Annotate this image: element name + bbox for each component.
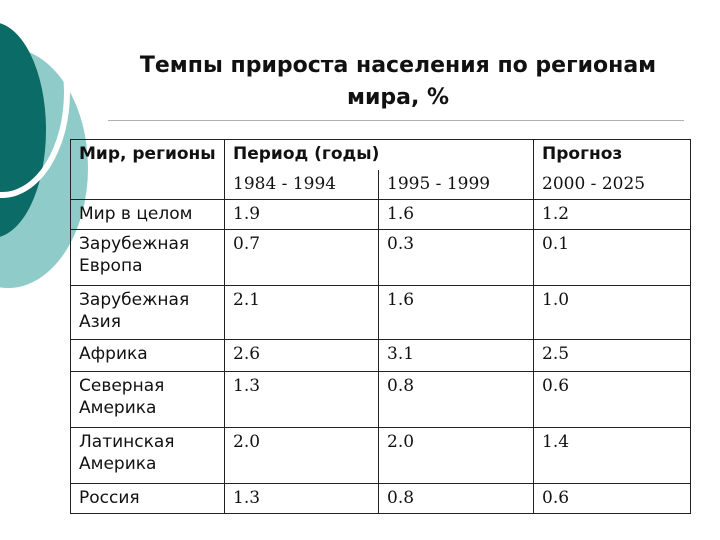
value-cell: 1.3: [224, 371, 379, 428]
header-col-1995-1999: 1995 - 1999: [378, 169, 534, 200]
value-cell: 1.6: [378, 285, 534, 340]
value-cell: 2.5: [533, 339, 691, 372]
table-body: Мир в целом 1.9 1.6 1.2 Зарубежная Европа 0.7…: [70, 199, 691, 514]
table-row: Латинская Америка 2.0 2.0 1.4: [70, 427, 691, 484]
population-growth-table: Мир, регионы Период (годы) Прогноз 1984 …: [70, 139, 691, 514]
title-divider: [108, 120, 684, 121]
value-cell: 0.6: [533, 371, 691, 428]
table-row: Мир в целом 1.9 1.6 1.2: [70, 199, 691, 230]
value-cell: 0.3: [378, 229, 534, 286]
region-cell: Латинская Америка: [70, 427, 225, 484]
value-cell: 2.0: [224, 427, 379, 484]
value-cell: 0.7: [224, 229, 379, 286]
region-cell: Зарубежная Азия: [70, 285, 225, 340]
region-cell: Зарубежная Европа: [70, 229, 225, 286]
region-cell: Африка: [70, 339, 225, 372]
value-cell: 2.6: [224, 339, 379, 372]
value-cell: 1.6: [378, 199, 534, 230]
value-cell: 1.0: [533, 285, 691, 340]
title-line-1: Темпы прироста населения по регионам: [139, 53, 657, 78]
value-cell: 3.1: [378, 339, 534, 372]
slide-title: Темпы прироста населения по регионам мир…: [98, 50, 698, 114]
table-row: Россия 1.3 0.8 0.6: [70, 483, 691, 514]
header-col-1984-1994: 1984 - 1994: [224, 169, 379, 200]
value-cell: 1.2: [533, 199, 691, 230]
table-row: Северная Америка 1.3 0.8 0.6: [70, 371, 691, 428]
title-line-2: мира, %: [346, 85, 450, 110]
value-cell: 0.1: [533, 229, 691, 286]
header-region: Мир, регионы: [70, 139, 225, 200]
value-cell: 1.9: [224, 199, 379, 230]
table-row: Зарубежная Азия 2.1 1.6 1.0: [70, 285, 691, 340]
region-cell: Россия: [70, 483, 225, 514]
table-row: Зарубежная Европа 0.7 0.3 0.1: [70, 229, 691, 286]
value-cell: 2.0: [378, 427, 534, 484]
value-cell: 0.8: [378, 371, 534, 428]
value-cell: 0.8: [378, 483, 534, 514]
region-cell: Северная Америка: [70, 371, 225, 428]
value-cell: 1.4: [533, 427, 691, 484]
value-cell: 1.3: [224, 483, 379, 514]
header-col-2000-2025: 2000 - 2025: [533, 169, 691, 200]
header-period: Период (годы): [224, 139, 534, 170]
header-forecast: Прогноз: [533, 139, 691, 170]
table-row: Африка 2.6 3.1 2.5: [70, 339, 691, 372]
value-cell: 2.1: [224, 285, 379, 340]
region-cell: Мир в целом: [70, 199, 225, 230]
value-cell: 0.6: [533, 483, 691, 514]
